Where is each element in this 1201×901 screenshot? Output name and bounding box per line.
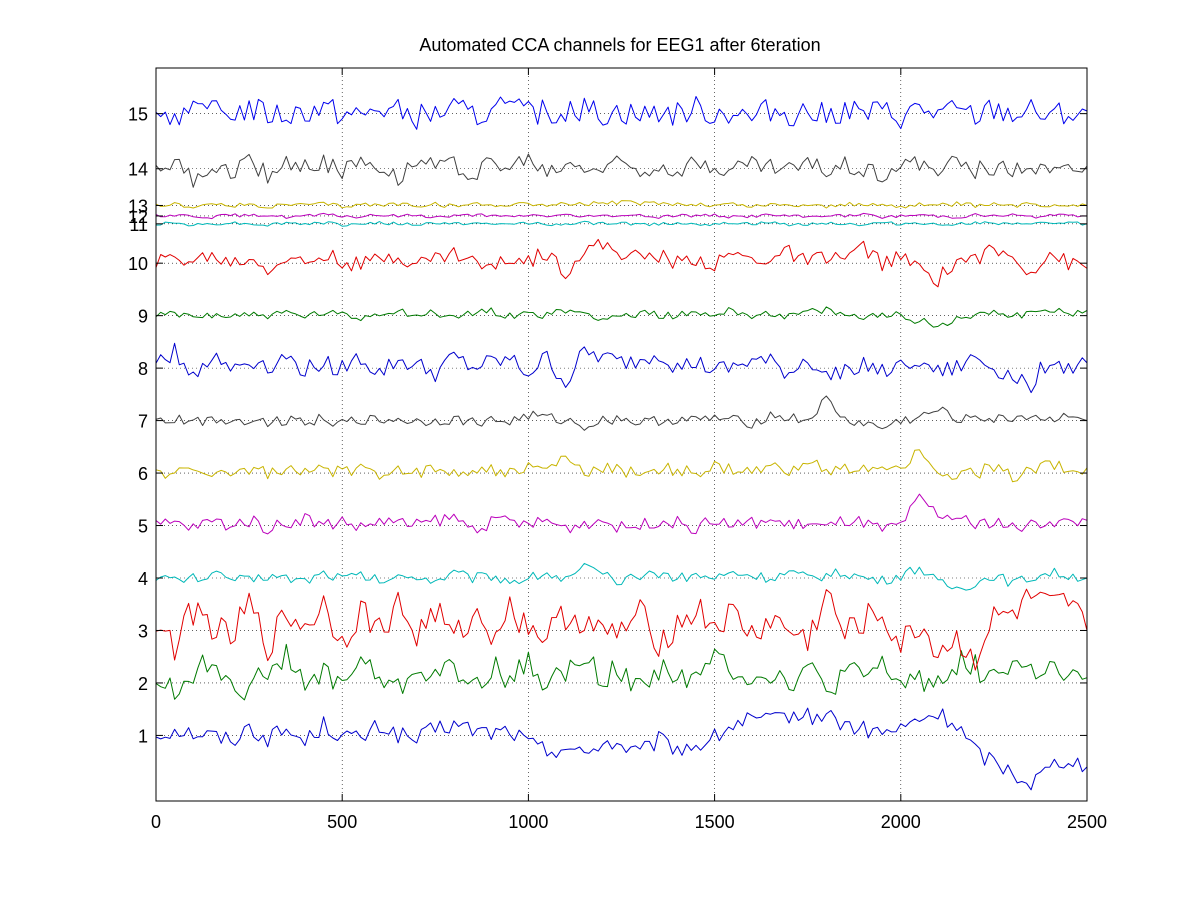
plot-frame (155, 67, 1088, 802)
series-line-11 (155, 220, 1088, 227)
y-tick-label: 4 (138, 569, 148, 589)
series-line-1 (155, 707, 1088, 791)
x-tick-label: 500 (327, 812, 357, 832)
y-tick-label: 12 (128, 207, 148, 227)
x-tick-label: 1500 (695, 812, 735, 832)
x-tick-label: 2500 (1067, 812, 1107, 832)
y-tick-label: 11 (129, 215, 148, 235)
series-line-5 (155, 493, 1088, 535)
series-line-4 (155, 562, 1088, 591)
y-tick-label: 1 (138, 726, 148, 746)
y-tick-label: 15 (128, 105, 148, 125)
y-tick-label: 7 (138, 412, 148, 432)
y-tick-label: 14 (128, 160, 148, 180)
x-tick-label: 2000 (881, 812, 921, 832)
series-layer (155, 96, 1088, 791)
series-line-6 (155, 449, 1088, 483)
series-line-12 (155, 212, 1088, 220)
chart-title: Automated CCA channels for EEG1 after 6t… (419, 35, 820, 55)
series-line-15 (155, 96, 1088, 130)
y-tick-label: 5 (138, 517, 148, 537)
series-line-9 (155, 306, 1088, 328)
y-tick-label: 3 (138, 621, 148, 641)
x-tick-label: 0 (151, 812, 161, 832)
y-tick-label: 2 (138, 674, 148, 694)
series-line-7 (155, 395, 1088, 431)
series-line-2 (155, 643, 1088, 701)
series-line-14 (155, 153, 1088, 188)
x-tick-label: 1000 (508, 812, 548, 832)
y-tick-label: 6 (138, 464, 148, 484)
series-line-8 (155, 342, 1088, 394)
series-line-10 (155, 238, 1088, 288)
y-tick-label: 13 (128, 196, 148, 216)
y-tick-label: 10 (128, 254, 148, 274)
plot-area (156, 68, 1087, 801)
x-axis: 0 500 1000 1500 2000 2500 (151, 68, 1107, 832)
series-line-13 (155, 200, 1088, 209)
y-tick-label: 9 (138, 307, 148, 327)
series-line-3 (155, 588, 1088, 671)
y-tick-label: 8 (138, 359, 148, 379)
